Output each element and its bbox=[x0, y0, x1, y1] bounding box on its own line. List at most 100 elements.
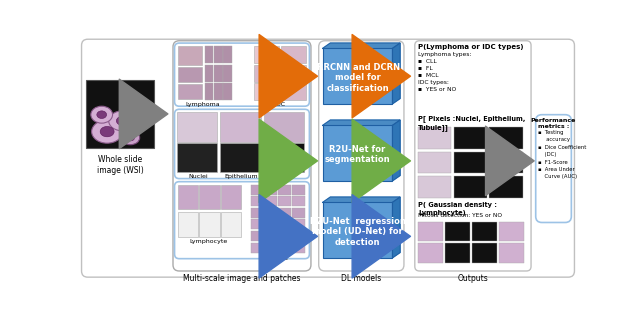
Bar bbox=[281, 83, 305, 100]
Bar bbox=[489, 176, 522, 198]
Bar bbox=[220, 112, 260, 142]
Bar bbox=[223, 46, 232, 63]
Bar bbox=[264, 231, 277, 241]
Bar bbox=[214, 46, 223, 63]
Bar bbox=[281, 46, 305, 63]
Bar bbox=[278, 196, 291, 206]
Text: IRRCNN and DCRN
model for
classification: IRRCNN and DCRN model for classification bbox=[314, 63, 401, 93]
Text: Lymphoma: Lymphoma bbox=[185, 102, 220, 107]
FancyBboxPatch shape bbox=[173, 41, 311, 271]
Bar bbox=[178, 46, 202, 65]
Bar bbox=[292, 208, 305, 218]
Polygon shape bbox=[323, 43, 400, 48]
Bar bbox=[264, 143, 304, 172]
Bar bbox=[264, 208, 277, 218]
Bar bbox=[220, 143, 260, 172]
Bar bbox=[214, 83, 223, 100]
Bar bbox=[264, 185, 277, 195]
Bar bbox=[264, 112, 304, 142]
Bar bbox=[292, 242, 305, 252]
Text: Whole slide
image (WSI): Whole slide image (WSI) bbox=[97, 155, 143, 175]
Bar bbox=[214, 65, 223, 82]
Bar bbox=[418, 243, 443, 263]
Bar bbox=[472, 243, 497, 263]
Bar bbox=[250, 185, 263, 195]
Bar bbox=[250, 231, 263, 241]
Bar bbox=[292, 231, 305, 241]
Bar bbox=[489, 152, 522, 173]
Bar bbox=[489, 127, 522, 149]
FancyBboxPatch shape bbox=[415, 41, 531, 271]
Polygon shape bbox=[323, 120, 400, 126]
Text: Tubule: Tubule bbox=[275, 174, 295, 179]
Bar bbox=[221, 213, 241, 237]
Text: Nuclei: Nuclei bbox=[188, 174, 207, 179]
Bar bbox=[323, 126, 392, 181]
Bar bbox=[254, 46, 279, 63]
Ellipse shape bbox=[100, 127, 114, 137]
Bar bbox=[454, 176, 487, 198]
Bar bbox=[178, 67, 202, 82]
Bar bbox=[178, 84, 202, 99]
Bar bbox=[292, 219, 305, 230]
FancyBboxPatch shape bbox=[175, 43, 309, 106]
Bar bbox=[205, 46, 213, 63]
Bar bbox=[264, 219, 277, 230]
Bar bbox=[254, 65, 279, 82]
Bar bbox=[278, 242, 291, 252]
Bar bbox=[292, 196, 305, 206]
Bar bbox=[250, 208, 263, 218]
Ellipse shape bbox=[109, 111, 136, 131]
Bar bbox=[178, 185, 198, 209]
Bar bbox=[281, 65, 305, 82]
Bar bbox=[199, 213, 220, 237]
Text: R2U-Net  regression
model (UD-Net) for
detection: R2U-Net regression model (UD-Net) for de… bbox=[310, 217, 405, 246]
FancyBboxPatch shape bbox=[175, 109, 309, 179]
Bar bbox=[223, 83, 232, 100]
Bar bbox=[223, 65, 232, 82]
Text: Lymphocyte: Lymphocyte bbox=[189, 239, 228, 244]
Bar bbox=[445, 222, 470, 241]
Ellipse shape bbox=[92, 120, 123, 143]
Bar bbox=[254, 83, 279, 100]
Bar bbox=[177, 112, 217, 142]
Ellipse shape bbox=[116, 116, 129, 125]
Bar bbox=[278, 231, 291, 241]
Bar bbox=[199, 185, 220, 209]
Text: Mitosis detection: YES or NO: Mitosis detection: YES or NO bbox=[418, 213, 502, 218]
Bar bbox=[221, 185, 241, 209]
Bar bbox=[250, 242, 263, 252]
Text: Mitosis: Mitosis bbox=[267, 256, 289, 261]
Text: Performance
metrics :: Performance metrics : bbox=[531, 118, 576, 128]
Bar bbox=[323, 203, 392, 258]
Polygon shape bbox=[392, 120, 400, 181]
Bar bbox=[445, 243, 470, 263]
Text: R2U-Net for
segmentation: R2U-Net for segmentation bbox=[324, 145, 390, 165]
Bar bbox=[418, 222, 443, 241]
Text: P(Lymphoma or IDC types): P(Lymphoma or IDC types) bbox=[418, 44, 524, 50]
Bar bbox=[264, 242, 277, 252]
Bar bbox=[454, 127, 487, 149]
FancyBboxPatch shape bbox=[536, 115, 572, 223]
Bar bbox=[323, 48, 392, 104]
Polygon shape bbox=[392, 43, 400, 104]
Text: P[ Pixels :Nuclei, Epithelium,
Tubule]]: P[ Pixels :Nuclei, Epithelium, Tubule]] bbox=[418, 116, 525, 131]
Bar bbox=[177, 143, 217, 172]
Text: Epithelium: Epithelium bbox=[225, 174, 258, 179]
Bar bbox=[205, 83, 213, 100]
Bar bbox=[418, 176, 451, 198]
Bar bbox=[292, 185, 305, 195]
Text: DL models: DL models bbox=[341, 274, 381, 283]
Bar bbox=[205, 65, 213, 82]
Text: ▪  Testing
     accuracy
▪  Dice Coefficient
    (DC)
▪  F1-Score
▪  Area Under
: ▪ Testing accuracy ▪ Dice Coefficient (D… bbox=[538, 130, 586, 180]
Polygon shape bbox=[392, 197, 400, 258]
Bar bbox=[499, 243, 524, 263]
Polygon shape bbox=[323, 197, 400, 203]
Bar bbox=[278, 219, 291, 230]
Text: P( Gaussian density :
Lymphocyte): P( Gaussian density : Lymphocyte) bbox=[418, 203, 497, 216]
Bar bbox=[454, 152, 487, 173]
Bar bbox=[472, 222, 497, 241]
Text: Lymphoma types:
▪  CLL
▪  FL
▪  MCL
IDC types:
▪  YES or NO: Lymphoma types: ▪ CLL ▪ FL ▪ MCL IDC typ… bbox=[418, 51, 471, 92]
Bar bbox=[418, 152, 451, 173]
Bar bbox=[418, 127, 451, 149]
